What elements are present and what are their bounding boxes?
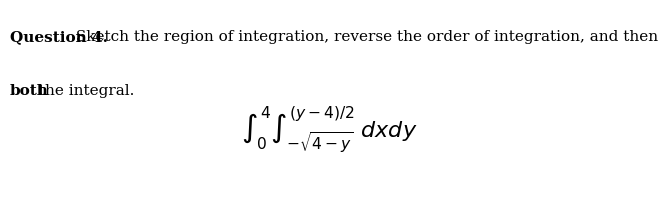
Text: the integral.: the integral. bbox=[34, 84, 135, 98]
Text: both: both bbox=[10, 84, 49, 98]
Text: Question 4.: Question 4. bbox=[10, 30, 108, 44]
Text: $\int_0^4 \int_{-\sqrt{4-y}}^{(y-4)/2} \; dxdy$: $\int_0^4 \int_{-\sqrt{4-y}}^{(y-4)/2} \… bbox=[241, 104, 417, 156]
Text: Sketch the region of integration, reverse the order of integration, and then eva: Sketch the region of integration, revers… bbox=[71, 30, 658, 44]
